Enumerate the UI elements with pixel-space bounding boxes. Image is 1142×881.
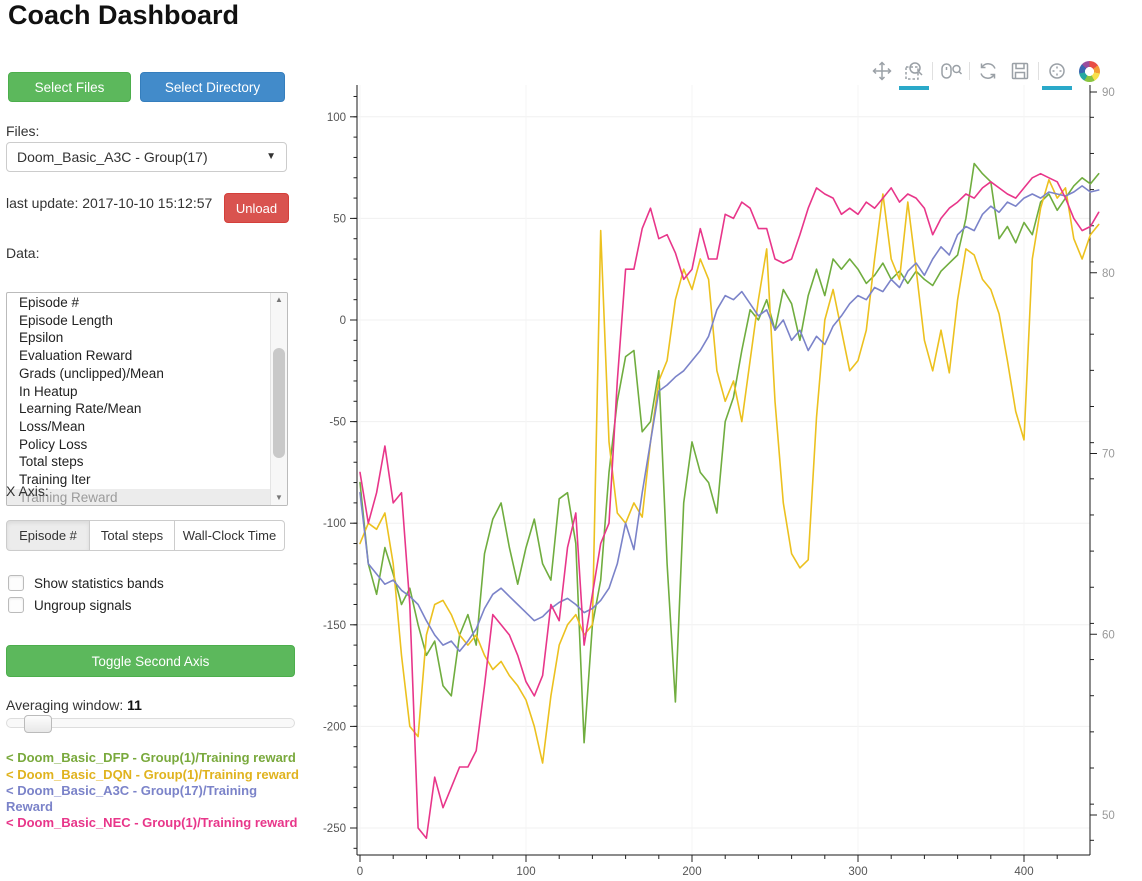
right-axis-tick-label: 50	[1102, 810, 1115, 822]
averaging-window-slider[interactable]	[6, 718, 295, 728]
toolbar-separator	[932, 62, 933, 80]
active-tool-indicator	[899, 86, 929, 90]
reward-chart-canvas[interactable]: 100 50 0 -50 -100 -150 -200 -250 0 100 200 300 400 90…	[300, 60, 1142, 878]
series-line	[359, 172, 1100, 840]
reset-tool-icon[interactable]	[975, 58, 1001, 84]
series-line	[359, 185, 1100, 653]
data-list-item[interactable]: Policy Loss	[19, 436, 88, 452]
ungroup-signals-label: Ungroup signals	[34, 597, 132, 613]
x-axis-tick-label: 200	[682, 866, 701, 875]
series-legend: < Doom_Basic_DFP - Group(1)/Training rew…	[6, 750, 300, 832]
left-axis-tick-label: 0	[340, 315, 346, 327]
ungroup-signals-row: Ungroup signals	[8, 597, 132, 613]
left-axis-tick-label: 100	[327, 112, 346, 124]
right-axis-tick-label: 90	[1102, 87, 1115, 99]
data-label: Data:	[6, 245, 40, 261]
x-axis-tick-label: 0	[357, 866, 363, 875]
left-axis-tick-label: -200	[323, 721, 346, 733]
data-list-item[interactable]: Total steps	[19, 454, 84, 470]
averaging-window-value: 11	[127, 697, 142, 713]
xaxis-tab-group: Episode # Total steps Wall-Clock Time	[6, 520, 285, 551]
x-axis-tick-label: 300	[848, 866, 867, 875]
show-statistics-bands-checkbox[interactable]	[8, 575, 24, 591]
active-tool-indicator	[1042, 86, 1072, 90]
data-list-item[interactable]: Epsilon	[19, 330, 64, 346]
files-dropdown-value: Doom_Basic_A3C - Group(17)	[17, 149, 208, 165]
left-axis-tick-label: -100	[323, 518, 346, 530]
last-update-text: last update: 2017-10-10 15:12:57	[6, 195, 213, 211]
toolbar-separator	[969, 62, 970, 80]
toggle-second-axis-button[interactable]: Toggle Second Axis	[6, 645, 295, 677]
xaxis-tab-episode-[interactable]: Episode #	[6, 520, 90, 551]
legend-item[interactable]: < Doom_Basic_DFP - Group(1)/Training rew…	[6, 750, 296, 765]
hover-tool-icon[interactable]	[1042, 58, 1072, 90]
legend-item[interactable]: < Doom_Basic_NEC - Group(1)/Training rew…	[6, 815, 298, 831]
data-listbox[interactable]: Episode # Episode Length Epsilon Evaluation…	[6, 292, 288, 506]
unload-button[interactable]: Unload	[224, 193, 289, 223]
data-list-item[interactable]: Loss/Mean	[19, 418, 86, 434]
left-axis-tick-label: -50	[329, 417, 346, 429]
series-line	[359, 179, 1100, 764]
xaxis-label: X Axis:	[6, 483, 49, 499]
xaxis-tab-wall-clock-time[interactable]: Wall-Clock Time	[174, 520, 285, 551]
legend-item[interactable]: < Doom_Basic_A3C - Group(17)/Training Re…	[6, 783, 258, 814]
reward-chart[interactable]: 100 50 0 -50 -100 -150 -200 -250 0 100 200 300 400 90…	[300, 60, 1142, 878]
series-line	[359, 162, 1100, 744]
box-zoom-tool-icon[interactable]	[899, 58, 929, 90]
legend-item[interactable]: < Doom_Basic_DQN - Group(1)/Training rew…	[6, 766, 299, 782]
data-list-item[interactable]: Learning Rate/Mean	[19, 401, 142, 417]
toolbar-separator	[1038, 62, 1039, 80]
data-list-scrollbar[interactable]: ▲ ▼	[270, 293, 287, 505]
bokeh-logo-icon[interactable]	[1076, 58, 1102, 84]
ungroup-signals-checkbox[interactable]	[8, 597, 24, 613]
page-title: Coach Dashboard	[8, 0, 240, 30]
show-statistics-bands-row: Show statistics bands	[8, 575, 164, 591]
scroll-down-icon[interactable]: ▼	[275, 493, 283, 502]
left-axis-tick-label: 50	[333, 213, 346, 225]
plot-toolbar	[866, 58, 1105, 90]
data-list-item[interactable]: In Heatup	[19, 383, 78, 399]
select-directory-button[interactable]: Select Directory	[140, 72, 285, 102]
left-axis-tick-label: -150	[323, 620, 346, 632]
data-list-item[interactable]: Training Iter	[19, 472, 91, 488]
select-files-button[interactable]: Select Files	[8, 72, 131, 102]
data-list-item[interactable]: Episode #	[19, 295, 80, 310]
data-item-list: Episode # Episode Length Epsilon Evaluation…	[7, 294, 270, 505]
data-list-item[interactable]: Training Reward	[7, 488, 270, 505]
dropdown-caret-icon: ▼	[266, 151, 276, 162]
x-axis-tick-label: 400	[1014, 866, 1033, 875]
averaging-window-slider-thumb[interactable]	[24, 715, 52, 733]
save-tool-icon[interactable]	[1007, 58, 1033, 84]
scroll-thumb[interactable]	[273, 348, 285, 458]
pan-tool-icon[interactable]	[869, 58, 895, 84]
right-axis-tick-label: 60	[1102, 629, 1115, 641]
files-label: Files:	[6, 123, 40, 139]
files-dropdown[interactable]: Doom_Basic_A3C - Group(17) ▼	[6, 142, 287, 172]
left-axis-tick-label: -250	[323, 823, 346, 835]
right-axis-tick-label: 80	[1102, 268, 1115, 280]
x-axis-tick-label: 100	[516, 866, 535, 875]
bokeh-logo-icon	[1078, 60, 1100, 82]
right-axis-tick-label: 70	[1102, 449, 1115, 461]
data-list-item[interactable]: Grads (unclipped)/Mean	[19, 365, 164, 381]
averaging-window-label: Averaging window: 11	[6, 697, 142, 713]
scroll-up-icon[interactable]: ▲	[275, 295, 283, 304]
xaxis-tab-total-steps[interactable]: Total steps	[89, 520, 175, 551]
data-list-item[interactable]: Evaluation Reward	[19, 348, 133, 364]
show-statistics-bands-label: Show statistics bands	[34, 575, 164, 591]
data-list-item[interactable]: Episode Length	[19, 312, 113, 328]
wheel-zoom-tool-icon[interactable]	[938, 58, 964, 84]
